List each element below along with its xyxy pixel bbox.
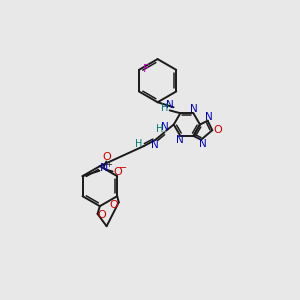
Text: N: N: [100, 164, 108, 173]
Text: N: N: [190, 104, 198, 114]
Text: O: O: [98, 210, 106, 220]
Text: +: +: [105, 160, 112, 169]
Text: N: N: [151, 140, 158, 150]
Text: N: N: [205, 112, 213, 122]
Text: O: O: [103, 152, 112, 162]
Text: O: O: [114, 167, 122, 176]
Text: O: O: [213, 125, 222, 135]
Text: O: O: [110, 200, 118, 210]
Text: H: H: [160, 103, 168, 113]
Text: N: N: [166, 100, 174, 110]
Text: F: F: [143, 64, 149, 74]
Text: H: H: [135, 139, 142, 149]
Text: H: H: [156, 124, 164, 134]
Text: −: −: [119, 164, 128, 173]
Text: N: N: [161, 122, 169, 132]
Text: N: N: [176, 135, 183, 145]
Text: N: N: [199, 139, 206, 148]
